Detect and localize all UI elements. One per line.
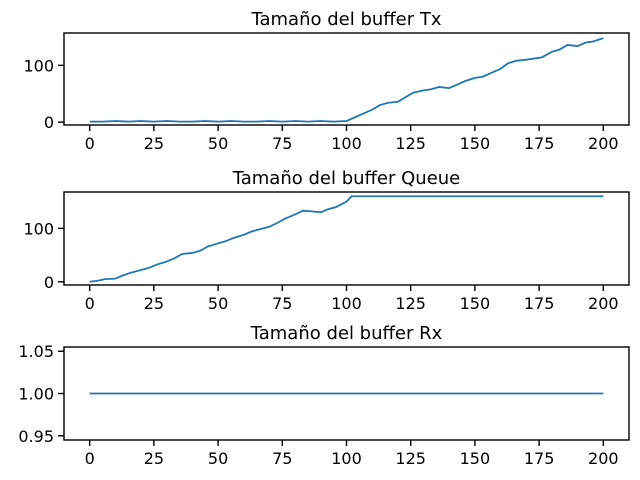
axes-frame-queue xyxy=(63,191,630,286)
x-tick-label-queue-100: 100 xyxy=(331,294,362,313)
x-tick-label-tx-125: 125 xyxy=(395,134,426,153)
y-tick-label-rx-0: 0.95 xyxy=(18,427,54,446)
x-tick-label-tx-75: 75 xyxy=(272,134,292,153)
x-tick-label-tx-50: 50 xyxy=(208,134,228,153)
x-tick-label-queue-25: 25 xyxy=(144,294,164,313)
x-tick-label-tx-150: 150 xyxy=(460,134,491,153)
axes-frame-tx xyxy=(63,32,630,126)
x-tick-label-rx-50: 50 xyxy=(208,449,228,468)
x-tick-label-rx-100: 100 xyxy=(331,449,362,468)
x-tick-label-queue-50: 50 xyxy=(208,294,228,313)
y-tick-label-queue-0: 0 xyxy=(44,273,54,292)
chart-title-queue: Tamaño del buffer Queue xyxy=(232,168,461,189)
chart-title-rx: Tamaño del buffer Rx xyxy=(250,323,443,344)
x-tick-label-queue-150: 150 xyxy=(460,294,491,313)
panel-rx: Tamaño del buffer Rx 0 25 50 75 100 125 150 175 2… xyxy=(18,323,630,468)
x-tick-label-rx-150: 150 xyxy=(460,449,491,468)
x-tick-label-tx-175: 175 xyxy=(524,134,555,153)
x-tick-label-rx-200: 200 xyxy=(588,449,619,468)
x-tick-label-rx-0: 0 xyxy=(85,449,95,468)
panel-queue: Tamaño del buffer Queue 0 25 50 75 100 125 150 1… xyxy=(23,168,630,313)
panel-tx: Tamaño del buffer Tx 0 25 50 75 100 125 150 175 2… xyxy=(23,9,630,153)
y-tick-label-rx-1: 1.00 xyxy=(18,385,54,404)
y-tick-label-tx-0: 0 xyxy=(44,113,54,132)
series-line-tx-0 xyxy=(89,37,604,123)
x-tick-label-tx-0: 0 xyxy=(85,134,95,153)
x-tick-label-rx-175: 175 xyxy=(524,449,555,468)
y-tick-label-rx-2: 1.05 xyxy=(18,342,54,361)
x-tick-label-rx-25: 25 xyxy=(144,449,164,468)
x-tick-label-tx-200: 200 xyxy=(588,134,619,153)
y-tick-label-queue-1: 100 xyxy=(23,219,54,238)
x-tick-label-queue-75: 75 xyxy=(272,294,292,313)
y-tick-label-tx-1: 100 xyxy=(23,56,54,75)
x-tick-label-queue-0: 0 xyxy=(85,294,95,313)
x-tick-label-queue-175: 175 xyxy=(524,294,555,313)
x-tick-label-tx-25: 25 xyxy=(144,134,164,153)
x-tick-label-queue-200: 200 xyxy=(588,294,619,313)
x-tick-label-rx-75: 75 xyxy=(272,449,292,468)
x-tick-label-tx-100: 100 xyxy=(331,134,362,153)
series-line-queue-0 xyxy=(89,195,604,283)
x-tick-label-rx-125: 125 xyxy=(395,449,426,468)
chart-title-tx: Tamaño del buffer Tx xyxy=(250,9,441,30)
x-tick-label-queue-125: 125 xyxy=(395,294,426,313)
